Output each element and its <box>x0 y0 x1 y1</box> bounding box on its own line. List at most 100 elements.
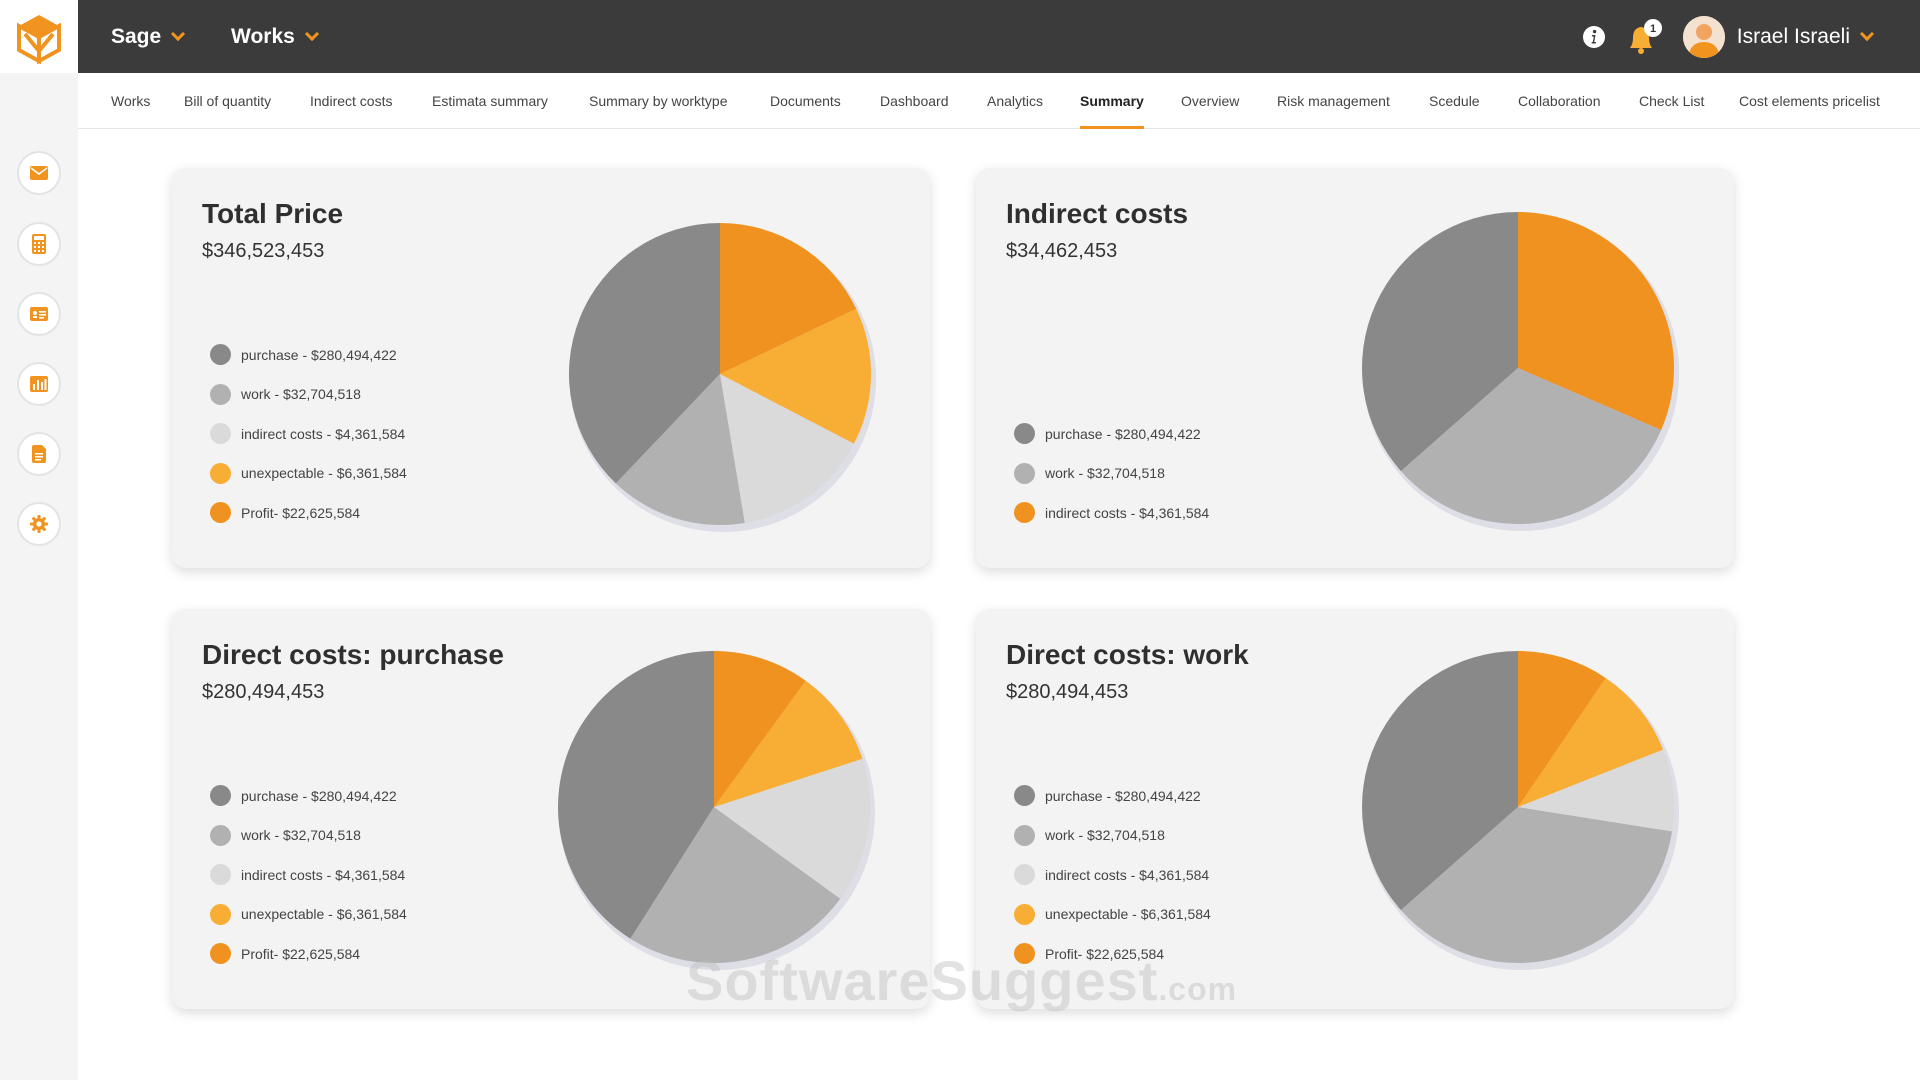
tab-scedule[interactable]: Scedule <box>1429 93 1480 109</box>
legend-dot <box>1014 864 1035 886</box>
tab-documents[interactable]: Documents <box>770 93 841 109</box>
cube-logo-icon <box>17 14 61 64</box>
legend-item: indirect costs - $4,361,584 <box>1014 493 1209 533</box>
tab-works[interactable]: Works <box>111 93 151 109</box>
tab-check-list[interactable]: Check List <box>1639 93 1705 109</box>
contact-card-button[interactable] <box>17 292 61 336</box>
bar-chart-button[interactable] <box>17 362 61 406</box>
module-name: Works <box>231 24 295 48</box>
pie-slice-purchase <box>1362 651 1518 911</box>
card-amount: $280,494,453 <box>202 681 325 703</box>
info-icon <box>1583 26 1605 48</box>
total-price-pie-chart <box>569 223 876 532</box>
pie-slice-purchase <box>569 223 720 484</box>
settings-button[interactable] <box>17 502 61 546</box>
sidebar <box>0 0 78 1080</box>
card-title: Indirect costs <box>1006 198 1189 229</box>
top-bar: Sage Works 1 Israel Israeli <box>78 0 1920 73</box>
pie-slice-indirect-costs <box>1518 212 1674 430</box>
legend-item: indirect costs - $4,361,584 <box>210 414 407 454</box>
avatar <box>1682 15 1725 58</box>
legend-label: indirect costs - $4,361,584 <box>1045 866 1210 883</box>
company-name: Sage <box>111 24 162 48</box>
module-dropdown[interactable]: Works <box>231 0 319 73</box>
legend-label: Profit- $22,625,584 <box>1045 945 1165 962</box>
document-button[interactable] <box>17 432 61 476</box>
chevron-down-icon <box>171 26 186 41</box>
pie-slice-work <box>1400 807 1673 963</box>
tab-summary-by-worktype[interactable]: Summary by worktype <box>589 93 728 109</box>
notifications-button[interactable]: 1 <box>1624 16 1664 61</box>
indirect-costs-card: Indirect costs $34,462,453 purchase - $2… <box>976 168 1734 568</box>
legend-item: unexpectable - $6,361,584 <box>210 895 407 935</box>
tab-risk-management[interactable]: Risk management <box>1277 93 1390 109</box>
legend: purchase - $280,494,422 work - $32,704,5… <box>210 776 407 974</box>
mail-icon <box>30 166 48 180</box>
tab-summary[interactable]: Summary <box>1080 73 1144 129</box>
legend: purchase - $280,494,422 work - $32,704,5… <box>1014 414 1209 533</box>
legend-label: purchase - $280,494,422 <box>241 787 397 804</box>
bar-chart-icon <box>30 376 48 392</box>
calculator-icon <box>32 234 46 254</box>
cube-logo[interactable] <box>0 0 78 73</box>
legend-dot <box>210 864 231 886</box>
legend-dot <box>210 462 231 484</box>
legend-item: Profit- $22,625,584 <box>1014 934 1211 974</box>
legend-item: purchase - $280,494,422 <box>210 335 407 375</box>
legend-item: Profit- $22,625,584 <box>210 493 407 533</box>
legend-item: work - $32,704,518 <box>210 375 407 415</box>
legend-label: Profit- $22,625,584 <box>241 504 361 521</box>
legend-label: purchase - $280,494,422 <box>1045 425 1201 442</box>
legend-label: indirect costs - $4,361,584 <box>241 866 406 883</box>
total-price-card: Total Price $346,523,453 purchase - $280… <box>172 168 930 568</box>
tab-estimata-summary[interactable]: Estimata summary <box>432 93 548 109</box>
legend-dot <box>1014 462 1035 484</box>
tab-cost-elements-pricelist[interactable]: Cost elements pricelist <box>1739 93 1880 109</box>
legend-dot <box>1014 943 1035 965</box>
pie-slice-indirect-costs <box>1518 749 1674 832</box>
pie-slice-work <box>630 807 841 963</box>
pie-slice-purchase <box>1362 212 1518 472</box>
legend-label: work - $32,704,518 <box>1045 465 1165 482</box>
legend-dot <box>210 502 231 524</box>
user-menu[interactable]: Israel Israeli <box>1682 0 1875 73</box>
tab-overview[interactable]: Overview <box>1181 93 1240 109</box>
card-title: Total Price <box>202 198 344 229</box>
user-avatar-icon <box>1682 15 1725 58</box>
legend-dot <box>210 383 231 405</box>
card-amount: $280,494,453 <box>1006 681 1129 703</box>
user-name: Israel Israeli <box>1736 24 1850 48</box>
direct-costs-purchase-pie-chart <box>558 651 875 970</box>
tab-collaboration[interactable]: Collaboration <box>1518 93 1601 109</box>
legend-label: indirect costs - $4,361,584 <box>241 425 406 442</box>
card-amount: $346,523,453 <box>202 240 325 262</box>
calculator-button[interactable] <box>17 222 61 266</box>
info-button[interactable] <box>1582 25 1606 54</box>
legend-label: unexpectable - $6,361,584 <box>1045 906 1211 923</box>
card-amount: $34,462,453 <box>1006 240 1118 262</box>
legend: purchase - $280,494,422 work - $32,704,5… <box>210 335 407 533</box>
legend-dot <box>1014 423 1035 445</box>
pie-slice-unexpectable <box>714 680 863 807</box>
pie-slice-profit <box>1518 651 1606 807</box>
pie-slice-unexpectable <box>720 308 871 444</box>
watermark: SoftwareSuggest.com <box>686 948 1237 1013</box>
legend-label: purchase - $280,494,422 <box>1045 787 1201 804</box>
legend-item: purchase - $280,494,422 <box>210 776 407 816</box>
legend-label: unexpectable - $6,361,584 <box>241 465 407 482</box>
legend-label: work - $32,704,518 <box>241 827 361 844</box>
pie-slice-work <box>615 374 745 525</box>
pie-slice-purchase <box>558 651 714 939</box>
chevron-down-icon <box>1859 26 1875 41</box>
tab-indirect-costs[interactable]: Indirect costs <box>310 93 393 109</box>
contact-card-icon <box>30 307 48 321</box>
legend-label: unexpectable - $6,361,584 <box>241 906 407 923</box>
pie-slice-indirect-costs <box>714 758 870 899</box>
tab-bill-of-quantity[interactable]: Bill of quantity <box>184 93 272 109</box>
company-dropdown[interactable]: Sage <box>111 0 186 73</box>
tab-bar: Works Bill of quantity Indirect costs Es… <box>78 73 1920 129</box>
tab-analytics[interactable]: Analytics <box>987 93 1044 109</box>
legend-dot <box>210 785 231 807</box>
mail-button[interactable] <box>17 151 61 195</box>
tab-dashboard[interactable]: Dashboard <box>880 93 949 109</box>
